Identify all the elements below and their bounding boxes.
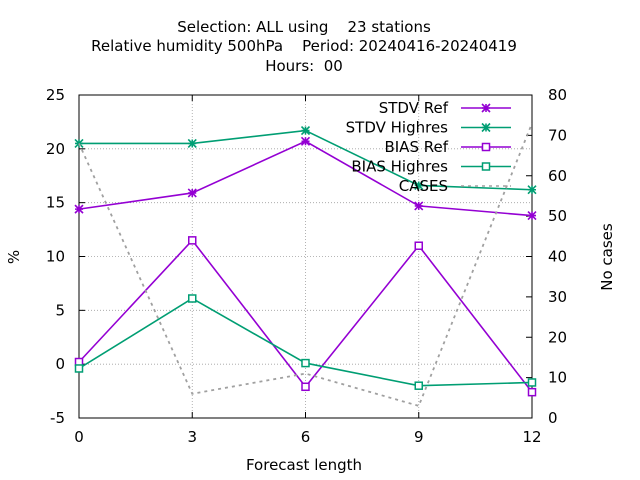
legend-marker	[481, 122, 491, 133]
data-point	[301, 382, 310, 392]
y2-tick-label: 60	[548, 167, 567, 185]
series-cases	[78, 122, 533, 407]
data-point	[527, 185, 537, 195]
series-line	[78, 122, 533, 407]
data-point	[300, 125, 311, 136]
y2-axis-label: No cases	[598, 223, 616, 291]
y-tick-label: 5	[55, 301, 65, 319]
data-point	[187, 188, 197, 198]
data-point	[527, 378, 537, 387]
legend-label: CASES	[399, 177, 448, 195]
data-point	[414, 241, 423, 250]
y2-tick-label: 0	[548, 409, 558, 427]
y2-tick-label: 50	[548, 207, 567, 225]
legend-label: BIAS Ref	[384, 138, 448, 156]
data-point	[414, 201, 424, 211]
legend-marker	[481, 142, 491, 152]
data-point	[188, 294, 197, 303]
legend-label: STDV Ref	[379, 99, 449, 117]
y2-tick-label: 20	[548, 328, 567, 346]
x-tick-label: 6	[301, 428, 311, 446]
y2-tick-label: 80	[548, 86, 567, 104]
axes: 0 3 6 9 12 -5 0 5 10 15 20 25 0 10 20 30 40 50 60 70 80	[46, 86, 567, 446]
x-tick-label: 3	[187, 428, 197, 446]
legend-label: STDV Highres	[346, 119, 449, 137]
data-point	[74, 204, 84, 214]
data-point	[414, 381, 423, 390]
x-tick-label: 12	[522, 428, 541, 446]
y2-tick-label: 70	[548, 126, 567, 144]
x-tick-label: 0	[74, 428, 84, 446]
plot-border	[78, 94, 533, 419]
y-tick-label: 10	[46, 248, 65, 266]
legend-marker	[481, 103, 491, 113]
data-point	[414, 180, 424, 191]
series-stdv-ref	[74, 136, 537, 221]
data-point	[301, 358, 310, 368]
y-axis-label: %	[5, 250, 23, 264]
x-tick-label: 9	[414, 428, 424, 446]
series-group	[74, 122, 537, 407]
y2-tick-label: 30	[548, 288, 567, 306]
data-point	[187, 138, 197, 149]
y-tick-label: 0	[55, 355, 65, 373]
data-point	[188, 236, 197, 245]
data-point	[527, 387, 537, 397]
y-tick-label: 25	[46, 86, 65, 104]
legend-marker	[481, 162, 491, 171]
series-stdv-highres	[74, 125, 537, 195]
y-tick-label: 15	[46, 194, 65, 212]
data-point	[527, 211, 537, 221]
y-tick-label: -5	[50, 409, 65, 427]
data-point	[74, 364, 84, 373]
legend-label: BIAS Highres	[351, 158, 448, 176]
series-bias-ref	[74, 236, 537, 397]
y-tick-label: 20	[46, 140, 65, 158]
chart-title-line-3: Hours: 00	[265, 57, 343, 75]
data-point	[300, 136, 311, 146]
chart-title-line-2: Relative humidity 500hPa Period: 2024041…	[91, 37, 517, 55]
chart-title-line-1: Selection: ALL using 23 stations	[177, 18, 431, 36]
x-axis-label: Forecast length	[246, 456, 362, 474]
y2-tick-label: 40	[548, 248, 567, 266]
y2-tick-label: 10	[548, 369, 567, 387]
series-bias-highres	[74, 294, 537, 390]
